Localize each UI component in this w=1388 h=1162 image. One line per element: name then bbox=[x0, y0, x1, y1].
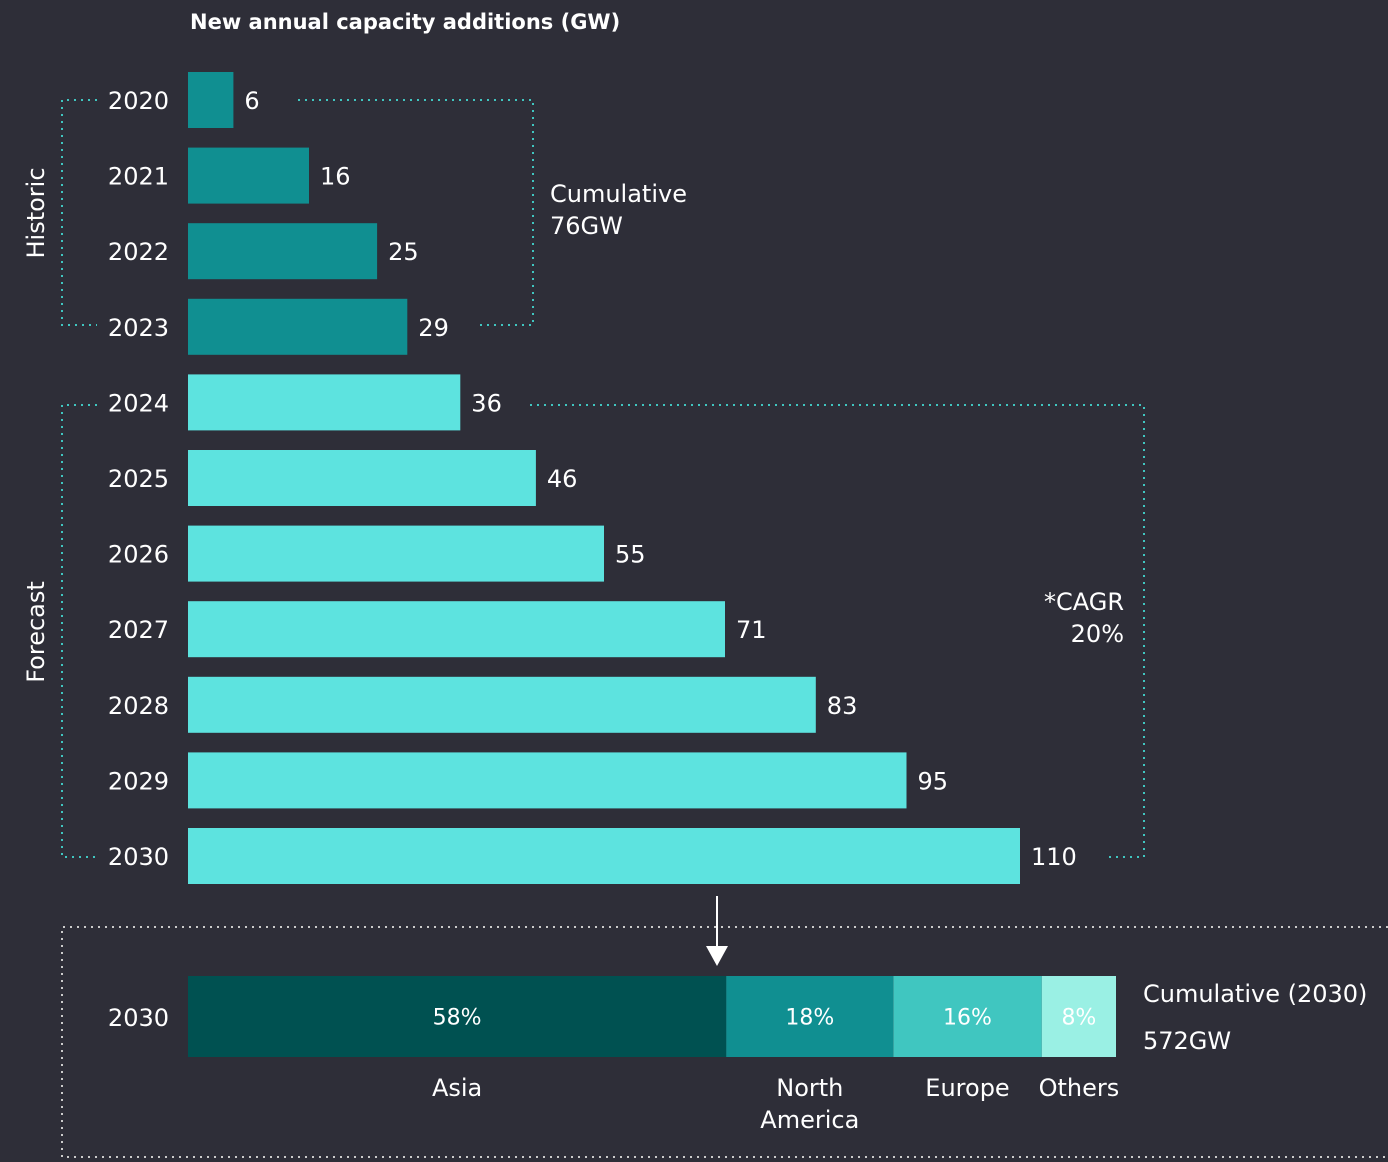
segment-name-others: Others bbox=[1039, 1074, 1120, 1102]
annual-bars: 2020 6 2021 16 2022 25 2023 29 2024 36 2025 46 2026 5… bbox=[108, 72, 1077, 884]
value-label-2021: 16 bbox=[320, 163, 351, 191]
bar-2022 bbox=[188, 223, 378, 280]
value-label-2023: 29 bbox=[418, 314, 449, 342]
value-label-2027: 71 bbox=[736, 616, 767, 644]
year-label-2030: 2030 bbox=[108, 843, 169, 871]
bar-2026 bbox=[188, 525, 604, 582]
breakdown-year-label: 2030 bbox=[108, 1004, 169, 1032]
value-label-2022: 25 bbox=[388, 238, 419, 266]
forecast-bracket-right bbox=[530, 404, 1145, 858]
year-label-2021: 2021 bbox=[108, 163, 169, 191]
segment-percent-others: 8% bbox=[1061, 1006, 1096, 1031]
historic-annotation-line1: Cumulative bbox=[550, 180, 687, 208]
segment-percent-europe: 16% bbox=[943, 1006, 992, 1031]
historic-bracket: Historic Cumulative 76GW bbox=[22, 99, 687, 326]
forecast-group-label: Forecast bbox=[22, 581, 50, 683]
breakdown-stacked-bar: 58% Asia 18% North America 16% Europe 8% Others bbox=[188, 976, 1119, 1134]
bar-2029 bbox=[188, 752, 907, 809]
year-label-2023: 2023 bbox=[108, 314, 169, 342]
historic-bracket-right bbox=[298, 99, 534, 326]
year-label-2029: 2029 bbox=[108, 767, 169, 795]
segment-name-asia: Asia bbox=[432, 1074, 482, 1102]
breakdown-annotation-line2: 572GW bbox=[1143, 1027, 1231, 1055]
value-label-2020: 6 bbox=[244, 87, 259, 115]
year-label-2024: 2024 bbox=[108, 389, 169, 417]
value-label-2026: 55 bbox=[615, 541, 646, 569]
segment-asia bbox=[188, 976, 727, 1057]
year-label-2026: 2026 bbox=[108, 541, 169, 569]
value-label-2024: 36 bbox=[471, 389, 502, 417]
bar-2030 bbox=[188, 828, 1020, 884]
historic-annotation-line2: 76GW bbox=[550, 212, 623, 240]
year-label-2022: 2022 bbox=[108, 238, 169, 266]
historic-bracket-left bbox=[61, 99, 97, 326]
breakdown-box bbox=[61, 926, 1388, 1158]
forecast-annotation-line1: *CAGR bbox=[1044, 588, 1124, 616]
value-label-2025: 46 bbox=[547, 465, 578, 493]
year-label-2027: 2027 bbox=[108, 616, 169, 644]
segment-percent-north-america: 18% bbox=[785, 1006, 834, 1031]
value-label-2029: 95 bbox=[918, 767, 949, 795]
year-label-2028: 2028 bbox=[108, 692, 169, 720]
segment-north-america bbox=[726, 976, 894, 1057]
value-label-2030: 110 bbox=[1031, 843, 1077, 871]
bar-2020 bbox=[188, 72, 234, 128]
bar-2025 bbox=[188, 450, 536, 506]
bar-2028 bbox=[188, 676, 816, 733]
forecast-annotation-line2: 20% bbox=[1071, 620, 1124, 648]
segment-others bbox=[1041, 976, 1116, 1057]
forecast-bracket: Forecast *CAGR 20% bbox=[22, 404, 1145, 858]
breakdown-annotation-line1: Cumulative (2030) bbox=[1143, 980, 1367, 1008]
bar-2023 bbox=[188, 298, 408, 355]
segment-europe bbox=[893, 976, 1042, 1057]
segment-name-europe: Europe bbox=[925, 1074, 1009, 1102]
bar-2027 bbox=[188, 601, 725, 658]
down-arrow-icon bbox=[706, 896, 728, 966]
bar-2024 bbox=[188, 374, 461, 431]
segment-name-north-america: North America bbox=[760, 1074, 859, 1134]
year-label-2020: 2020 bbox=[108, 87, 169, 115]
chart-title: New annual capacity additions (GW) bbox=[190, 10, 620, 34]
value-label-2028: 83 bbox=[827, 692, 858, 720]
historic-group-label: Historic bbox=[22, 167, 50, 258]
segment-percent-asia: 58% bbox=[433, 1006, 482, 1031]
bar-2021 bbox=[188, 147, 309, 204]
forecast-bracket-left bbox=[61, 404, 97, 858]
year-label-2025: 2025 bbox=[108, 465, 169, 493]
